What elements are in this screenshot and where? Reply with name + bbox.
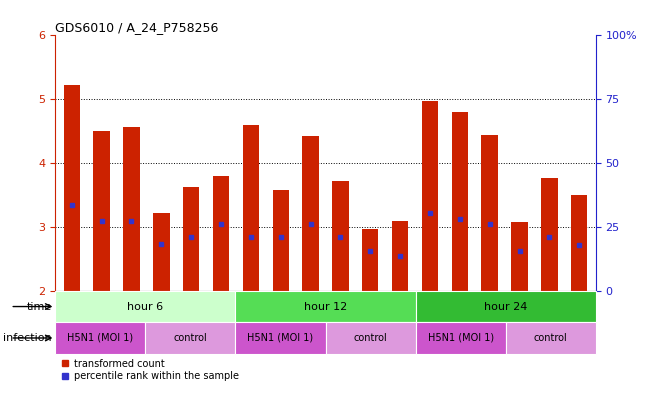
Bar [506, 322, 596, 354]
Bar [422, 101, 438, 291]
Bar [571, 195, 587, 291]
Bar [273, 190, 289, 291]
Text: H5N1 (MOI 1): H5N1 (MOI 1) [428, 333, 493, 343]
Bar [145, 322, 236, 354]
Text: GDS6010 / A_24_P758256: GDS6010 / A_24_P758256 [55, 21, 219, 34]
Bar [482, 135, 498, 291]
Bar [362, 229, 378, 291]
Bar [236, 322, 326, 354]
Text: hour 6: hour 6 [128, 301, 163, 312]
Bar [236, 291, 415, 322]
Bar [213, 176, 229, 291]
Bar [511, 222, 528, 291]
Legend: transformed count, percentile rank within the sample: transformed count, percentile rank withi… [60, 358, 239, 382]
Text: control: control [174, 333, 207, 343]
Bar [332, 181, 349, 291]
Bar [452, 112, 468, 291]
Bar [326, 322, 415, 354]
Bar [243, 125, 259, 291]
Text: infection: infection [3, 333, 52, 343]
Text: control: control [534, 333, 568, 343]
Bar [55, 322, 145, 354]
Text: hour 12: hour 12 [304, 301, 347, 312]
Text: H5N1 (MOI 1): H5N1 (MOI 1) [67, 333, 133, 343]
Text: hour 24: hour 24 [484, 301, 527, 312]
Bar [183, 187, 199, 291]
Text: time: time [27, 301, 52, 312]
Bar [392, 220, 408, 291]
Bar [302, 136, 319, 291]
Bar [55, 291, 236, 322]
Bar [123, 127, 140, 291]
Bar [415, 291, 596, 322]
Bar [93, 131, 110, 291]
Bar [153, 213, 169, 291]
Bar [64, 85, 80, 291]
Bar [541, 178, 558, 291]
Text: control: control [353, 333, 387, 343]
Bar [415, 322, 506, 354]
Text: H5N1 (MOI 1): H5N1 (MOI 1) [247, 333, 314, 343]
